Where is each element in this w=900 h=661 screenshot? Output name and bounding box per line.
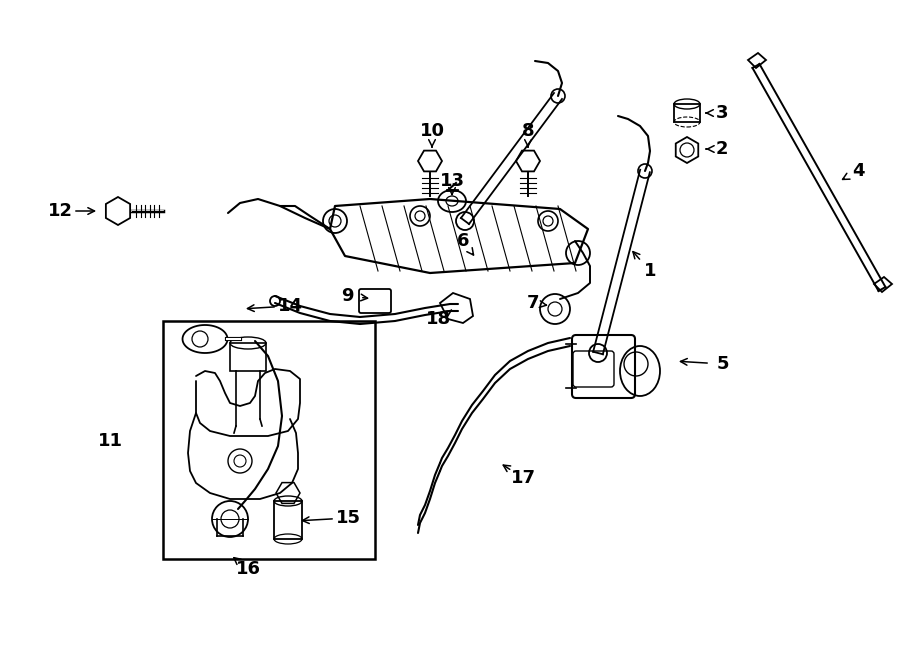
Text: 7: 7 [526,294,539,312]
Bar [163,321,375,559]
Text: 9: 9 [341,287,353,305]
Text: 10: 10 [419,122,445,140]
Text: 16: 16 [236,560,260,578]
Bar [230,343,266,371]
Text: 17: 17 [510,469,536,487]
Text: 8: 8 [522,122,535,140]
Text: 13: 13 [439,172,464,190]
Text: 18: 18 [426,310,451,328]
Bar [274,501,302,539]
Text: 2: 2 [716,140,728,158]
Text: 5: 5 [716,355,729,373]
Text: 1: 1 [644,262,656,280]
Text: 14: 14 [277,297,302,315]
Text: 15: 15 [336,509,361,527]
Text: 6: 6 [456,232,469,250]
Text: 3: 3 [716,104,728,122]
Text: 4: 4 [851,162,864,180]
Text: 11: 11 [97,432,122,450]
Text: 12: 12 [48,202,73,220]
Bar [674,104,700,122]
